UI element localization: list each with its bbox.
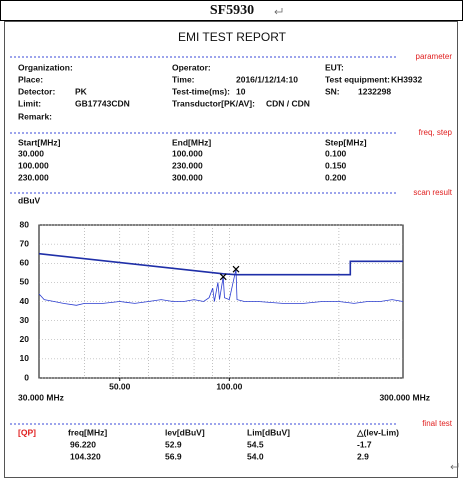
table-cell: 0.150 bbox=[325, 160, 347, 170]
y-tick-label: 40 bbox=[20, 296, 30, 306]
param-label: Organization: bbox=[18, 62, 73, 72]
param-label: Detector: bbox=[18, 86, 55, 96]
section-label: final test bbox=[422, 419, 453, 428]
param-value: CDN / CDN bbox=[266, 98, 310, 108]
y-tick-label: 20 bbox=[20, 334, 30, 344]
x-range-label: 300.000 MHz bbox=[379, 392, 430, 402]
table-header: △(lev-Lim) bbox=[356, 427, 399, 437]
table-header: freq[MHz] bbox=[68, 427, 107, 437]
table-header: End[MHz] bbox=[172, 137, 211, 147]
param-label: SN: bbox=[325, 86, 340, 96]
report-title: EMI TEST REPORT bbox=[178, 30, 287, 44]
table-cell: 30.000 bbox=[18, 148, 44, 158]
x-tick-label: 50.00 bbox=[109, 381, 131, 391]
table-cell: 96.220 bbox=[70, 439, 96, 449]
marker bbox=[219, 273, 227, 281]
param-value: 1232298 bbox=[358, 86, 391, 96]
param-label: Test equipment: bbox=[325, 74, 390, 84]
table-header: Start[MHz] bbox=[18, 137, 61, 147]
param-value: KH3932 bbox=[391, 74, 422, 84]
param-value: 2016/1/12/14:10 bbox=[236, 74, 298, 84]
param-value: PK bbox=[75, 86, 88, 96]
y-tick-label: 30 bbox=[20, 315, 30, 325]
y-tick-label: 10 bbox=[20, 353, 30, 363]
section-label: scan result bbox=[413, 188, 452, 197]
param-label: Remark: bbox=[18, 111, 52, 121]
x-range-label: 30.000 MHz bbox=[18, 392, 64, 402]
table-cell: 100.000 bbox=[172, 148, 203, 158]
param-value: GB17743CDN bbox=[75, 98, 130, 108]
y-axis-label: dBuV bbox=[18, 195, 41, 205]
param-label: Time: bbox=[172, 74, 195, 84]
param-label: Place: bbox=[18, 74, 43, 84]
scan-trace bbox=[38, 269, 404, 306]
table-cell: 300.000 bbox=[172, 172, 203, 182]
table-header: Lim[dBuV] bbox=[247, 427, 290, 437]
param-value: 10 bbox=[236, 86, 246, 96]
section-label: parameter bbox=[416, 52, 453, 61]
table-cell: 104.320 bbox=[70, 451, 101, 461]
param-label: Operator: bbox=[172, 62, 211, 72]
header-box bbox=[0, 0, 463, 21]
detector-label: [QP] bbox=[18, 427, 36, 437]
table-cell: -1.7 bbox=[357, 439, 372, 449]
y-tick-label: 80 bbox=[20, 219, 30, 229]
table-cell: 56.9 bbox=[165, 451, 182, 461]
paragraph-mark bbox=[274, 8, 283, 15]
y-tick-label: 50 bbox=[20, 277, 30, 287]
table-header: Step[MHz] bbox=[325, 137, 367, 147]
param-label: Transductor[PK/AV]: bbox=[172, 98, 255, 108]
table-cell: 2.9 bbox=[357, 451, 369, 461]
table-cell: 0.100 bbox=[325, 148, 347, 158]
table-cell: 230.000 bbox=[18, 172, 49, 182]
table-cell: 0.200 bbox=[325, 172, 347, 182]
param-label: EUT: bbox=[325, 62, 344, 72]
param-label: Test-time(ms): bbox=[172, 86, 230, 96]
marker bbox=[232, 265, 240, 273]
x-tick-label: 100.00 bbox=[216, 381, 242, 391]
table-cell: 54.0 bbox=[247, 451, 264, 461]
table-cell: 100.000 bbox=[18, 160, 49, 170]
limit-line bbox=[38, 252, 403, 276]
table-cell: 54.5 bbox=[247, 439, 264, 449]
table-header: lev[dBuV] bbox=[165, 427, 205, 437]
page-title: SF5930 bbox=[210, 3, 254, 18]
section-label: freq, step bbox=[419, 128, 453, 137]
param-label: Limit: bbox=[18, 98, 41, 108]
y-tick-label: 60 bbox=[20, 258, 30, 268]
paragraph-mark bbox=[450, 463, 459, 470]
y-tick-label: 0 bbox=[24, 372, 29, 382]
table-cell: 230.000 bbox=[172, 160, 203, 170]
table-cell: 52.9 bbox=[165, 439, 182, 449]
report-box bbox=[4, 21, 458, 478]
y-tick-label: 70 bbox=[20, 238, 30, 248]
